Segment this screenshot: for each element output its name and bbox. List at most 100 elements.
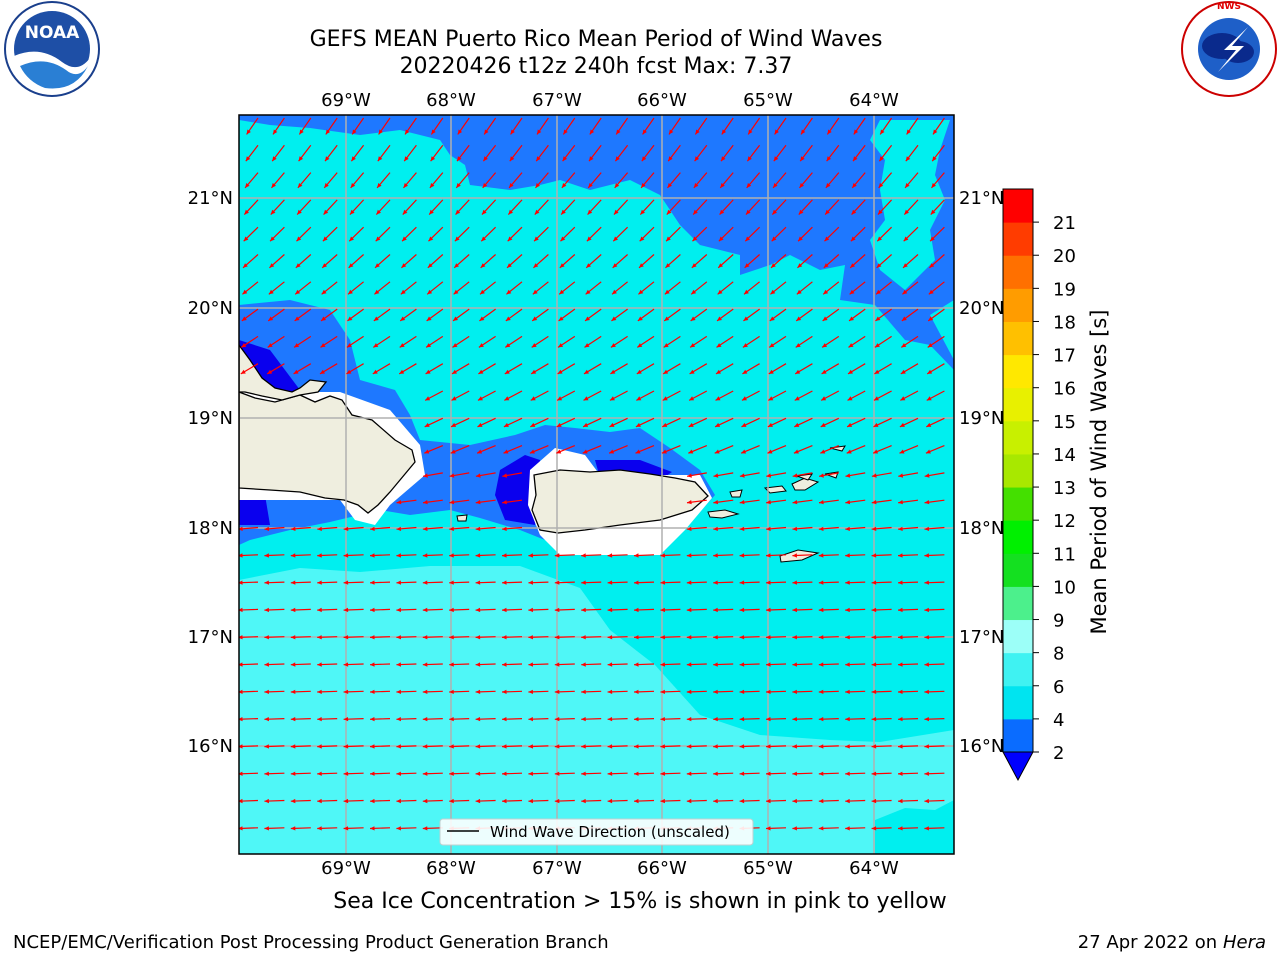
wave-arrow — [532, 281, 549, 295]
wave-arrow — [479, 308, 496, 322]
lat-label-right: 20°N — [959, 298, 1004, 319]
wave-arrow — [607, 771, 628, 776]
wave-arrow — [475, 607, 496, 613]
wave-arrow — [478, 335, 496, 348]
wave-arrow — [877, 199, 893, 215]
wave-arrow — [686, 553, 707, 558]
wave-arrow — [686, 744, 707, 749]
wave-arrow — [502, 472, 523, 478]
wave-arrow — [633, 717, 655, 722]
wave-arrow — [768, 335, 787, 348]
wave-arrow — [845, 526, 866, 531]
wave-arrow — [396, 689, 417, 694]
wave-arrow — [713, 499, 734, 505]
wave-arrow — [746, 144, 761, 162]
wave-arrow — [240, 335, 259, 348]
wave-arrow — [425, 363, 444, 375]
chart-title-line2: 20220426 t12z 240h fcst Max: 7.37 — [399, 54, 793, 79]
wave-arrow — [770, 254, 787, 269]
wave-arrow — [558, 281, 576, 295]
wave-arrow — [293, 363, 312, 375]
wave-arrow — [848, 335, 866, 348]
wave-arrow — [430, 117, 444, 135]
map-frame — [238, 114, 955, 855]
wave-arrow — [501, 771, 523, 776]
wave-arrow — [821, 363, 840, 375]
wave-arrow — [293, 335, 312, 348]
wave-arrow — [871, 472, 892, 478]
wave-arrow — [422, 798, 443, 804]
colorbar-tick-label: 12 — [1053, 511, 1076, 532]
wave-arrow — [818, 499, 839, 505]
arrow-legend: Wind Wave Direction (unscaled) — [439, 818, 754, 846]
wave-arrow — [271, 144, 285, 162]
wave-arrow — [422, 553, 443, 558]
wave-arrow — [346, 363, 364, 375]
wave-arrow — [924, 744, 945, 749]
wave-arrow — [792, 526, 813, 531]
wave-arrow — [557, 363, 576, 375]
wave-arrow — [528, 553, 549, 558]
wave-arrow — [478, 363, 496, 375]
wave-arrow — [797, 254, 813, 269]
wave-arrow — [581, 798, 602, 804]
wave-arrow — [903, 199, 919, 215]
wave-arrow — [422, 472, 443, 478]
wave-arrow — [927, 308, 945, 322]
wave-arrow — [449, 771, 470, 776]
wave-arrow — [343, 826, 364, 831]
colorbar-tick-label: 16 — [1053, 379, 1076, 400]
wave-arrow — [794, 417, 813, 428]
wave-arrow — [610, 363, 628, 375]
wave-arrow — [771, 226, 787, 242]
wave-arrow — [905, 144, 919, 162]
colorbar-segment — [1003, 586, 1033, 621]
wave-arrow — [269, 226, 285, 242]
wave-arrow — [607, 635, 628, 640]
wave-arrow — [638, 281, 655, 295]
wave-arrow — [581, 607, 602, 613]
wave-arrow — [694, 144, 708, 162]
wave-arrow — [739, 607, 760, 613]
wave-arrow — [271, 172, 285, 189]
wave-arrow — [873, 417, 892, 428]
wave-arrow — [871, 635, 892, 640]
wave-arrow — [818, 635, 839, 640]
wave-arrow — [242, 254, 259, 269]
wave-arrow — [765, 826, 787, 831]
wave-arrow — [853, 117, 866, 135]
colorbar-label: Mean Period of Wind Waves [s] — [1087, 310, 1111, 635]
wave-arrow — [897, 580, 919, 585]
wave-arrow — [586, 226, 602, 242]
wave-arrow — [739, 798, 760, 804]
wave-arrow — [686, 472, 707, 478]
wave-arrow — [872, 445, 892, 454]
wave-arrow — [369, 580, 391, 585]
wave-arrow — [457, 117, 470, 135]
wave-arrow — [528, 635, 549, 640]
wave-arrow — [686, 798, 707, 804]
wave-arrow — [556, 390, 576, 401]
wave-arrow — [554, 580, 575, 585]
wave-arrow — [636, 363, 655, 375]
wave-arrow — [531, 308, 549, 322]
svg-text:NOAA: NOAA — [25, 23, 80, 43]
wave-arrow — [422, 580, 443, 585]
wave-arrow — [528, 662, 549, 667]
wave-arrow — [925, 445, 945, 454]
wave-arrow — [823, 254, 840, 269]
wave-arrow — [449, 580, 470, 585]
wave-arrow — [267, 335, 285, 348]
wave-arrow — [686, 771, 707, 776]
wave-arrow — [533, 254, 549, 269]
wave-arrow — [528, 689, 549, 694]
wave-arrow — [370, 526, 391, 531]
wave-arrow — [396, 580, 417, 585]
wave-arrow — [501, 662, 523, 667]
wave-arrow — [931, 172, 945, 189]
wave-arrow — [322, 226, 338, 242]
wave-arrow — [506, 281, 523, 295]
wave-arrow — [633, 771, 655, 776]
wave-arrow — [822, 281, 840, 295]
wave-arrow — [792, 553, 813, 558]
